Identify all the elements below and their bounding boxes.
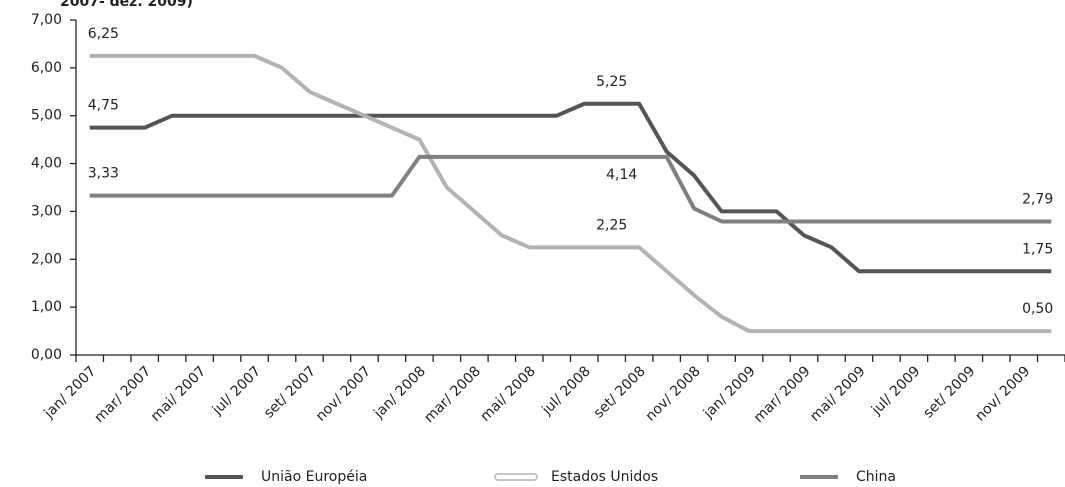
- x-tick-label: jan/ 2009: [700, 363, 759, 422]
- x-tick-label: nov/ 2007: [313, 363, 374, 424]
- x-tick-label: jul/ 2008: [538, 363, 593, 418]
- series-line: [89, 101, 1052, 274]
- x-tick-label: jul/ 2009: [868, 363, 923, 418]
- y-tick-label: 2,00: [31, 251, 62, 267]
- x-tick-label: jan/ 2007: [41, 363, 100, 422]
- y-tick-label: 7,00: [31, 12, 62, 28]
- x-tick-label: mai/ 2009: [807, 363, 868, 424]
- x-tick-label: set/ 2008: [591, 363, 649, 421]
- series-line: [89, 154, 1052, 224]
- legend-label: Estados Unidos: [551, 469, 658, 485]
- x-tick-label: mar/ 2008: [421, 363, 484, 426]
- y-tick-label: 6,00: [31, 60, 62, 76]
- data-label: 4,14: [606, 167, 637, 183]
- y-tick-label: 4,00: [31, 156, 62, 172]
- data-label: 1,75: [1022, 241, 1053, 257]
- data-label: 0,50: [1022, 301, 1053, 317]
- data-label: 3,33: [88, 166, 119, 182]
- x-tick-label: mai/ 2008: [477, 363, 538, 424]
- x-tick-label: set/ 2007: [261, 363, 319, 421]
- y-tick-label: 0,00: [31, 347, 62, 363]
- y-tick-label: 3,00: [31, 203, 62, 219]
- data-label: 6,25: [88, 26, 119, 42]
- x-tick-label: jul/ 2007: [209, 363, 264, 418]
- legend-label: China: [856, 469, 896, 485]
- y-tick-label: 1,00: [31, 299, 62, 315]
- x-tick-label: nov/ 2008: [643, 363, 704, 424]
- series-line: [89, 53, 1052, 334]
- data-label: 4,75: [88, 98, 119, 114]
- x-tick-label: mar/ 2007: [92, 363, 155, 426]
- data-label: 2,79: [1022, 191, 1053, 207]
- legend-swatch: [494, 473, 538, 481]
- x-tick-label: set/ 2009: [920, 363, 978, 421]
- x-tick-label: jan/ 2008: [370, 363, 429, 422]
- x-tick-label: nov/ 2009: [972, 363, 1033, 424]
- legend-label: União Européia: [261, 469, 367, 485]
- x-tick-label: mar/ 2009: [751, 363, 814, 426]
- data-label: 2,25: [596, 217, 627, 233]
- y-tick-label: 5,00: [31, 108, 62, 124]
- data-label: 5,25: [596, 74, 627, 90]
- chart-title: 2007- dez. 2009): [60, 0, 193, 10]
- x-tick-label: mai/ 2007: [148, 363, 209, 424]
